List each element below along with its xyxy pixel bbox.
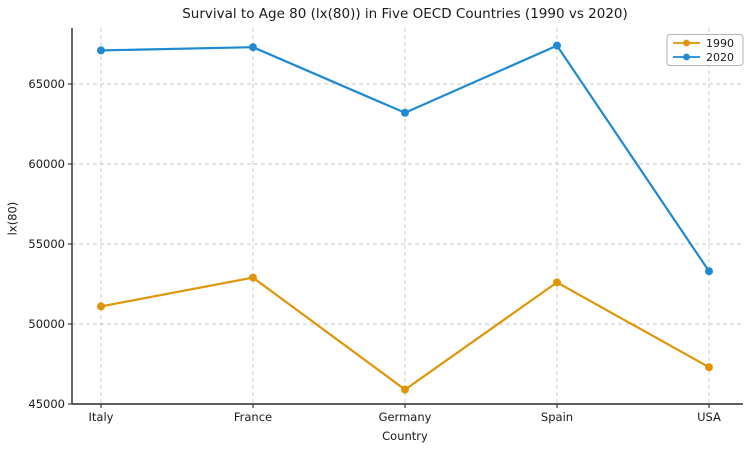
data-point-1990-Germany bbox=[401, 385, 409, 394]
data-point-2020-France bbox=[249, 43, 257, 52]
data-point-1990-Spain bbox=[553, 278, 561, 287]
data-point-1990-Italy bbox=[97, 302, 105, 311]
data-point-1990-France bbox=[249, 273, 257, 282]
data-point-2020-USA bbox=[705, 267, 713, 276]
x-axis-label: Country bbox=[382, 429, 428, 443]
x-tick-label: France bbox=[234, 410, 272, 424]
data-point-2020-Italy bbox=[97, 46, 105, 55]
y-tick-label: 50000 bbox=[28, 317, 65, 331]
chart-title: Survival to Age 80 (lx(80)) in Five OECD… bbox=[182, 6, 628, 22]
legend-marker-1990 bbox=[683, 39, 690, 47]
data-point-2020-Spain bbox=[553, 41, 561, 50]
y-tick-label: 60000 bbox=[28, 157, 65, 171]
y-tick-label: 45000 bbox=[28, 397, 65, 411]
legend-marker-2020 bbox=[683, 53, 690, 61]
x-tick-label: Spain bbox=[541, 410, 573, 424]
y-axis-label: lx(80) bbox=[5, 201, 20, 236]
x-tick-label: Italy bbox=[89, 410, 114, 424]
legend-label-2020: 2020 bbox=[706, 51, 734, 64]
data-point-1990-USA bbox=[705, 363, 713, 372]
x-tick-label: USA bbox=[697, 410, 721, 424]
x-tick-label: Germany bbox=[379, 410, 432, 424]
y-tick-label: 55000 bbox=[28, 237, 65, 251]
y-tick-label: 65000 bbox=[28, 77, 65, 91]
data-point-2020-Germany bbox=[401, 108, 409, 117]
legend-label-1990: 1990 bbox=[706, 37, 734, 50]
